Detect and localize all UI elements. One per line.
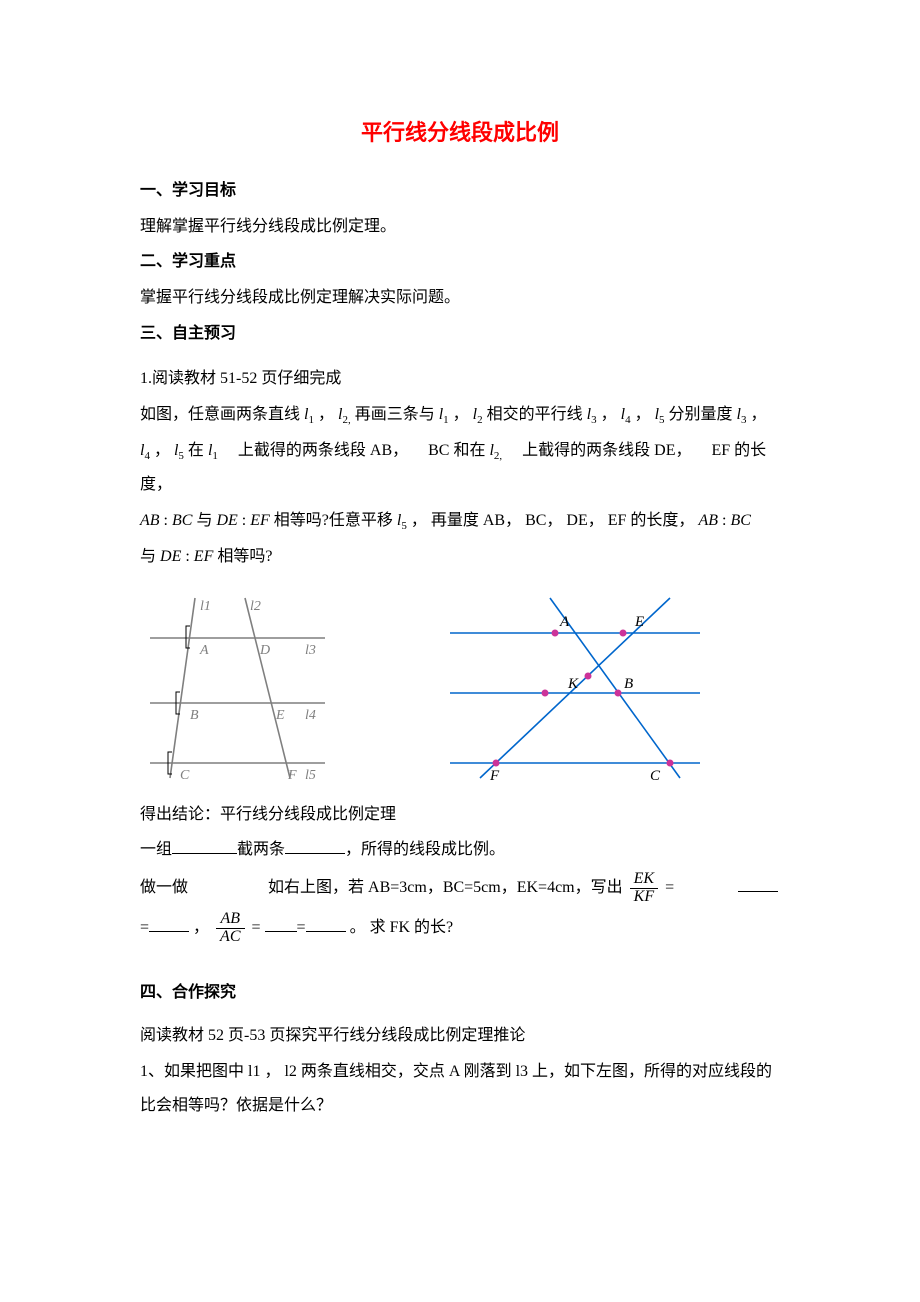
svg-text:A: A — [199, 643, 209, 658]
do-line2: = ， ABAC = = 。 求 FK 的长? — [140, 909, 780, 947]
p7: 1、如果把图中 l1 ， l2 两条直线相交，交点 A 刚落到 l3 上，如下左… — [140, 1055, 780, 1122]
sec2-body: 掌握平行线分线段成比例定理解决实际问题。 — [140, 281, 780, 315]
p3: l4 ， l5 在 l1 上截得的两条线段 AB， BC 和在 l2, 上截得的… — [140, 434, 780, 502]
svg-text:F: F — [287, 768, 297, 783]
fill-line: 一组截两条，所得的线段成比例。 — [140, 833, 780, 867]
svg-text:l5: l5 — [305, 768, 316, 783]
conclusion: 得出结论：平行线分线段成比例定理 — [140, 798, 780, 832]
sec1-body: 理解掌握平行线分线段成比例定理。 — [140, 210, 780, 244]
page-title: 平行线分线段成比例 — [140, 110, 780, 156]
figure-left: l1 l2 A Dl3 B El4 C Fl5 — [140, 588, 360, 788]
p1: 1.阅读教材 51-52 页仔细完成 — [140, 362, 780, 396]
svg-text:F: F — [489, 768, 500, 784]
svg-text:E: E — [634, 614, 644, 630]
svg-text:l3: l3 — [305, 643, 316, 658]
svg-text:A: A — [559, 614, 570, 630]
svg-text:l4: l4 — [305, 708, 316, 723]
p5: 与 DE : EF 相等吗? — [140, 540, 780, 574]
svg-text:B: B — [624, 676, 633, 692]
svg-text:E: E — [275, 708, 285, 723]
p4: AB : BC 与 DE : EF 相等吗?任意平移 l5 ， 再量度 AB， … — [140, 504, 780, 538]
svg-text:D: D — [259, 643, 270, 658]
svg-text:K: K — [567, 676, 579, 692]
figure-right: A E K B F C — [420, 588, 720, 788]
sec1-head: 一、学习目标 — [140, 182, 236, 199]
svg-text:C: C — [180, 768, 190, 783]
do-line1: 做一做 如右上图，若 AB=3cm，BC=5cm，EK=4cm，写出 EKKF … — [140, 869, 780, 907]
sec3-head: 三、自主预习 — [140, 325, 236, 342]
svg-text:C: C — [650, 768, 661, 784]
sec4-head: 四、合作探究 — [140, 984, 236, 1001]
svg-text:l1: l1 — [200, 599, 211, 614]
p2: 如图，任意画两条直线 l1 ， l2, 再画三条与 l1 ， l2 相交的平行线… — [140, 398, 780, 432]
p6: 阅读教材 52 页-53 页探究平行线分线段成比例定理推论 — [140, 1019, 780, 1053]
svg-text:B: B — [190, 708, 199, 723]
svg-text:l2: l2 — [250, 599, 261, 614]
sec2-head: 二、学习重点 — [140, 253, 236, 270]
